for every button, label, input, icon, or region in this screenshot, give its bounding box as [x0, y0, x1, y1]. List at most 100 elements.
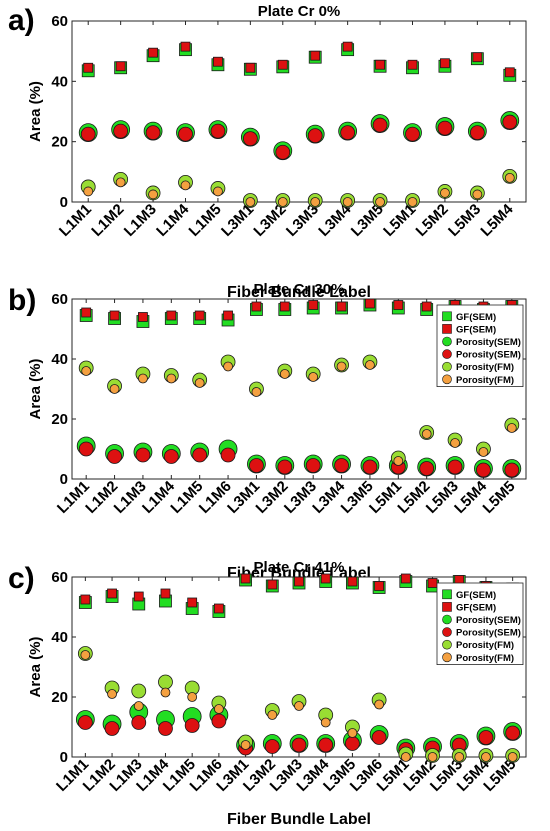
data-point-square: [133, 591, 144, 602]
data-point-square: [83, 62, 94, 73]
panel-label: a): [8, 4, 35, 37]
y-tick-label: 60: [51, 291, 68, 308]
data-point-circle: [213, 704, 224, 714]
legend-marker: [442, 311, 452, 322]
data-point-square: [187, 597, 198, 608]
legend-entry: Porosity(FM): [456, 653, 514, 664]
x-tick-label: L5M3: [445, 201, 484, 240]
chart-title: Plate Cr 30%: [254, 281, 345, 298]
data-point-circle: [279, 369, 290, 379]
data-point-square: [279, 301, 290, 312]
data-point-square: [277, 59, 288, 70]
data-point-circle: [371, 730, 387, 745]
data-point-square: [166, 310, 177, 321]
y-tick-label: 60: [51, 13, 68, 30]
data-point-square: [393, 300, 404, 310]
legend-marker: [442, 589, 452, 600]
data-point-circle: [220, 447, 236, 463]
series-4: [77, 713, 521, 757]
data-point-square: [80, 594, 91, 605]
data-point-square: [427, 578, 438, 588]
data-point-circle: [264, 739, 280, 754]
data-point-square: [180, 41, 191, 52]
x-tick-label: L5M5: [480, 478, 519, 517]
data-point-circle: [133, 701, 144, 711]
series-2: [83, 41, 515, 78]
series-6: [80, 650, 518, 762]
data-point-circle: [469, 125, 485, 141]
legend-entry: Porosity(SEM): [456, 628, 521, 639]
data-point-circle: [240, 740, 251, 750]
data-point-square: [160, 588, 171, 599]
data-point-circle: [502, 114, 518, 130]
y-tick-label: 40: [51, 73, 68, 90]
data-point-circle: [362, 459, 378, 475]
legend-entry: Porosity(FM): [456, 362, 514, 373]
data-point-circle: [277, 197, 288, 207]
legend-marker: [442, 349, 452, 359]
legend-marker: [442, 614, 452, 625]
data-point-square: [308, 300, 319, 310]
data-point-circle: [135, 447, 151, 463]
series-4: [80, 114, 518, 160]
data-point-circle: [245, 197, 256, 207]
legend-entry: Porosity(SEM): [456, 615, 521, 626]
data-point-circle: [107, 689, 117, 699]
data-point-circle: [345, 736, 360, 751]
legend-entry: GF(SEM): [456, 602, 496, 613]
data-point-circle: [80, 126, 96, 142]
legend-entry: GF(SEM): [456, 324, 496, 335]
data-point-square: [374, 581, 385, 591]
legend-entry: Porosity(SEM): [456, 350, 521, 361]
data-point-circle: [407, 197, 418, 207]
x-tick-label: L5M2: [413, 201, 452, 240]
y-tick-label: 40: [51, 629, 68, 646]
data-point-circle: [440, 188, 450, 198]
data-point-square: [421, 301, 432, 312]
data-point-circle: [113, 123, 129, 139]
data-point-circle: [437, 120, 453, 136]
legend-entry: Porosity(SEM): [456, 337, 521, 348]
data-point-circle: [192, 447, 208, 463]
data-point-circle: [506, 423, 517, 433]
data-point-square: [223, 310, 233, 321]
legend-marker: [442, 652, 452, 663]
data-point-circle: [334, 458, 349, 473]
data-point-circle: [478, 447, 489, 457]
data-point-square: [347, 576, 358, 587]
data-point-circle: [320, 717, 331, 728]
x-axis-label: Fiber Bundle Label: [227, 284, 371, 301]
data-point-circle: [481, 752, 491, 762]
data-point-circle: [163, 449, 179, 464]
data-point-square: [407, 59, 418, 70]
data-point-circle: [372, 117, 388, 133]
legend: GF(SEM)GF(SEM) Porosity(SEM) Porosity(SEM)…: [436, 582, 524, 665]
data-point-square: [400, 573, 411, 584]
data-point-circle: [77, 715, 93, 730]
data-point-circle: [277, 459, 293, 475]
data-point-circle: [454, 752, 465, 762]
data-point-square: [440, 58, 450, 69]
data-point-circle: [160, 687, 171, 698]
data-point-circle: [405, 126, 420, 142]
data-point-circle: [180, 180, 191, 191]
series-4: [78, 441, 520, 478]
legend-marker: [442, 374, 452, 385]
y-tick-label: 20: [51, 689, 68, 706]
data-point-circle: [294, 701, 304, 711]
data-point-square: [310, 50, 321, 61]
data-point-circle: [223, 361, 233, 372]
data-point-circle: [109, 384, 120, 394]
data-point-circle: [138, 373, 148, 384]
y-axis-label: Area (%): [27, 359, 44, 420]
data-point-square: [504, 67, 515, 78]
y-tick-label: 0: [60, 194, 68, 211]
data-point-circle: [78, 441, 94, 457]
data-point-circle: [400, 752, 411, 762]
data-point-circle: [472, 189, 483, 200]
data-point-circle: [365, 360, 375, 370]
x-axis-label: Fiber Bundle Label: [227, 811, 371, 828]
